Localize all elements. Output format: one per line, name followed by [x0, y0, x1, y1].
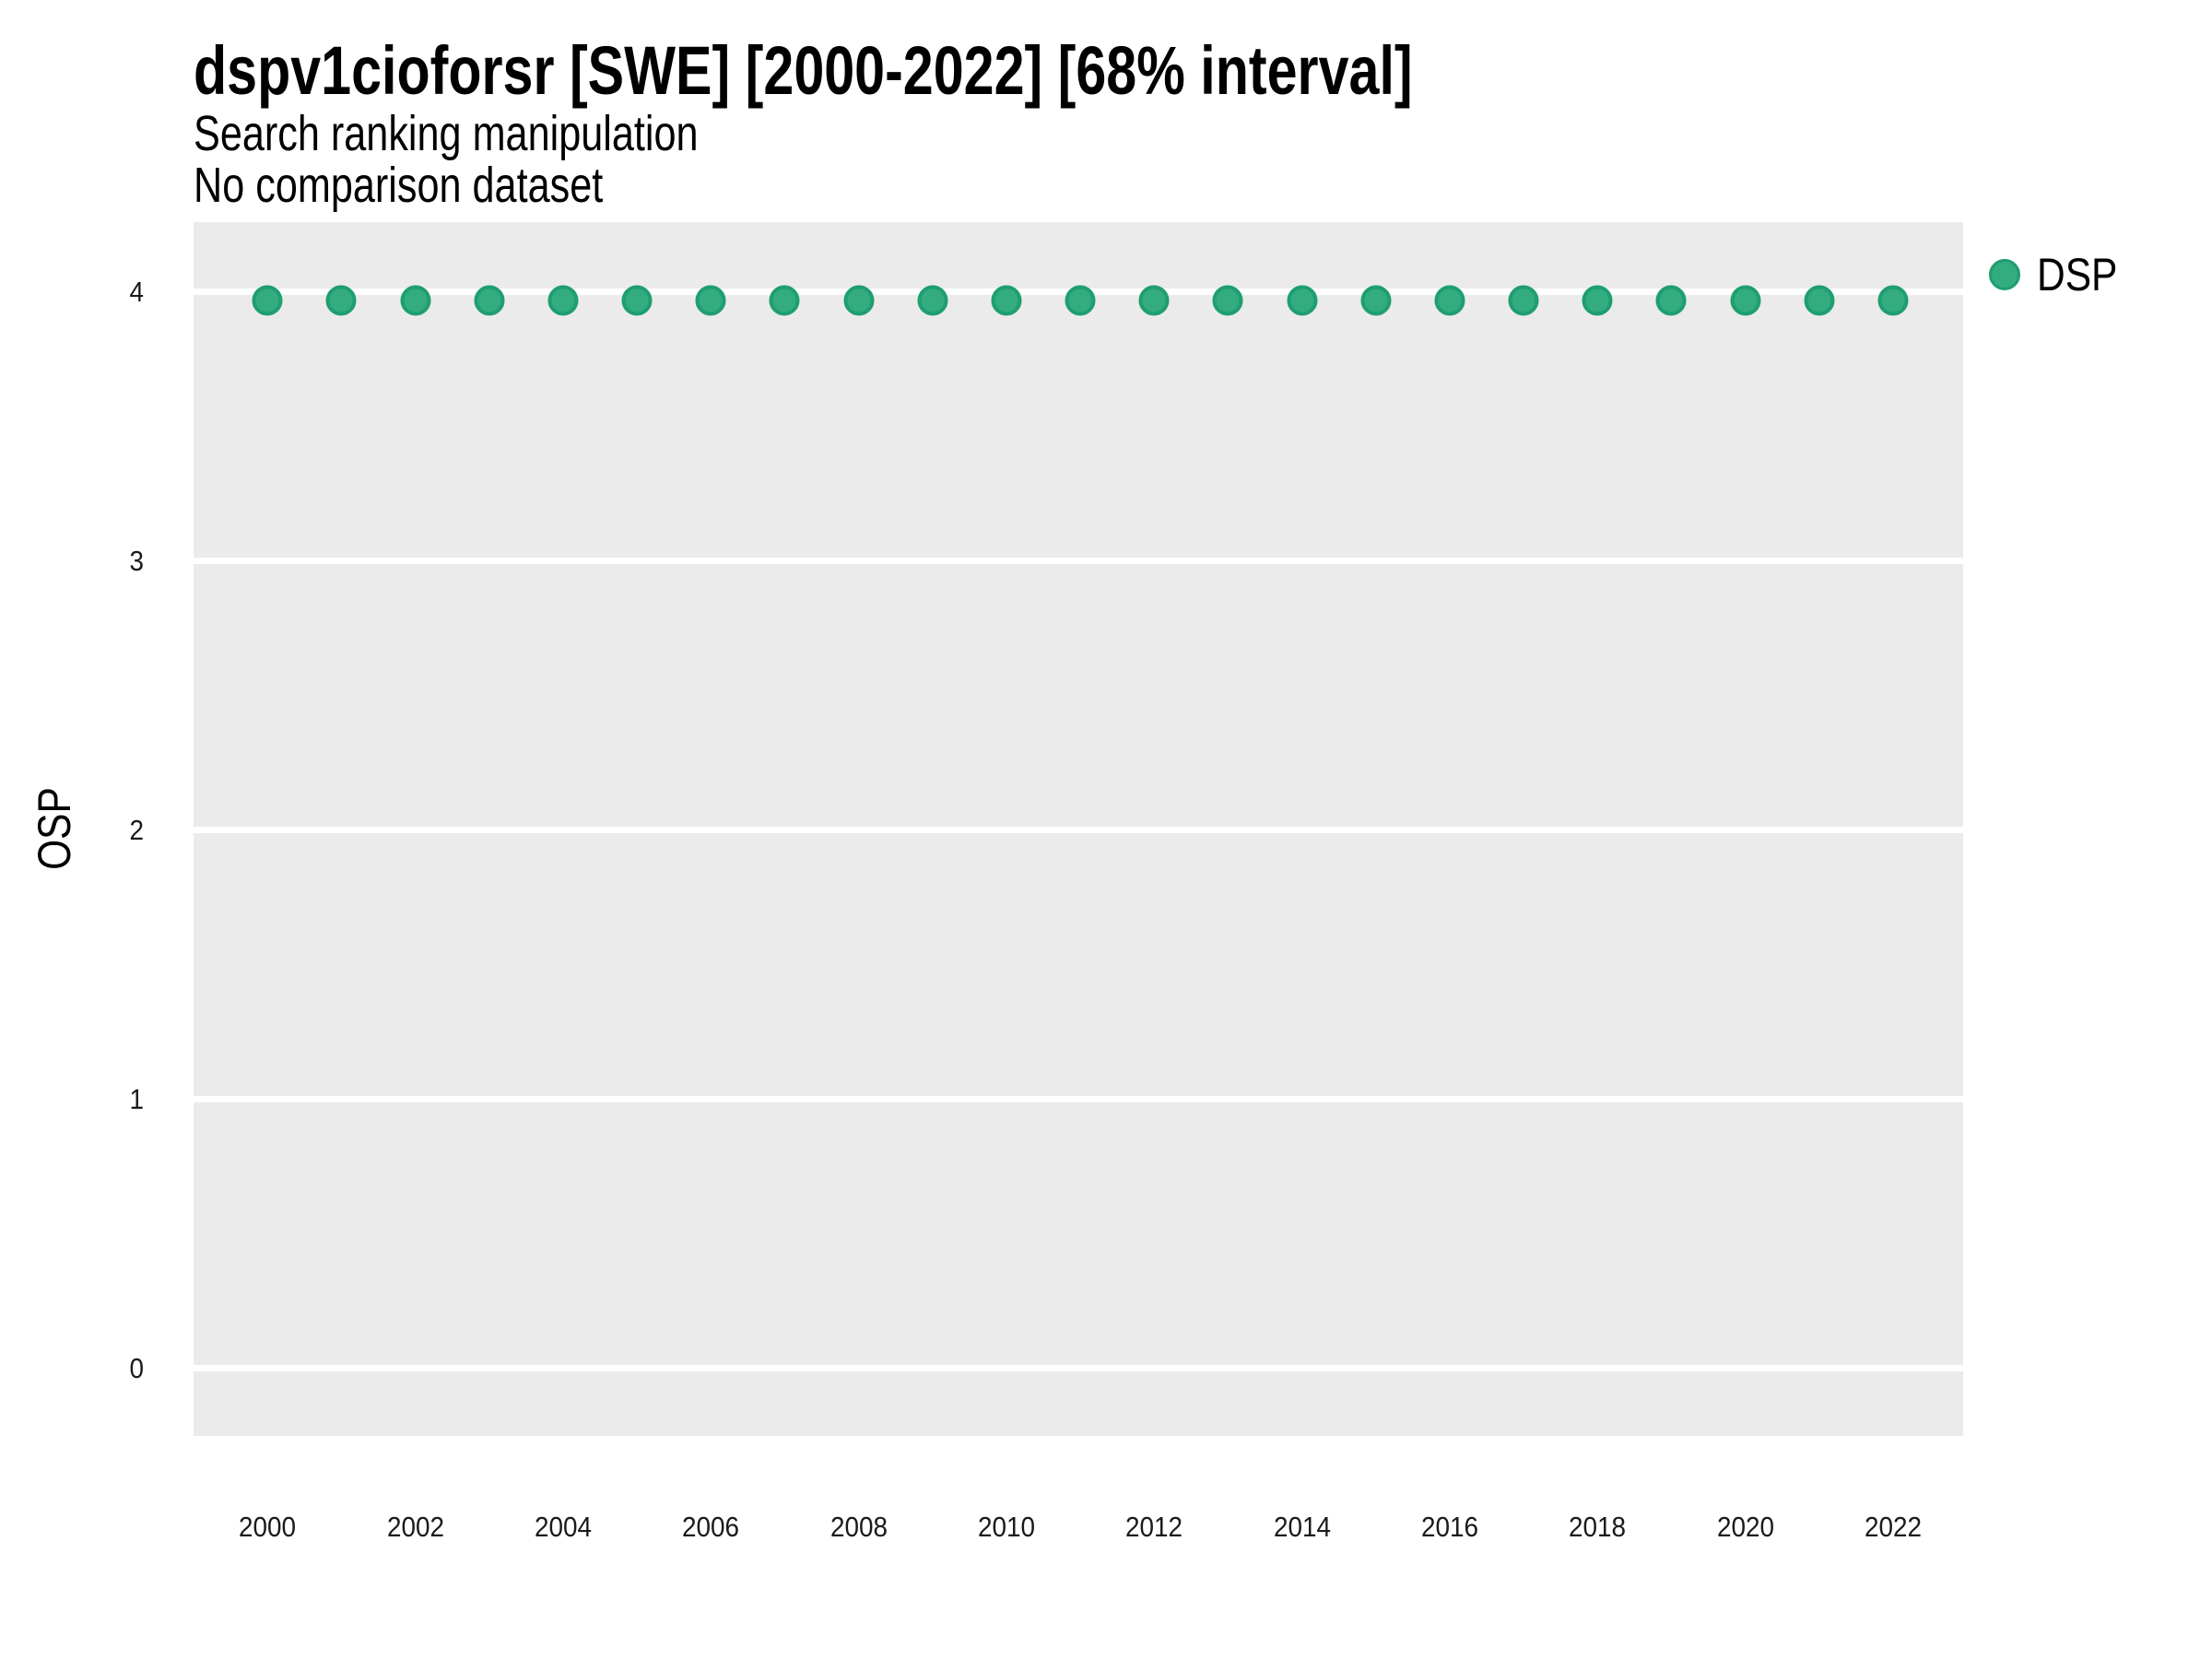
- x-tick-label-2010: 2010: [977, 1511, 1035, 1543]
- data-point-2005: [621, 285, 653, 316]
- chart-subtitle-line2: No comparison dataset: [194, 158, 604, 213]
- x-tick-label-2022: 2022: [1864, 1511, 1922, 1543]
- y-tick-label-2: 2: [129, 813, 144, 846]
- data-point-2022: [1877, 285, 1909, 316]
- data-point-2012: [1138, 285, 1170, 316]
- x-tick-label-2004: 2004: [534, 1511, 592, 1543]
- data-point-2019: [1655, 285, 1687, 316]
- x-tick-label-2020: 2020: [1716, 1511, 1774, 1543]
- chart-subtitle-line1: Search ranking manipulation: [194, 106, 699, 161]
- y-tick-label-1: 1: [129, 1082, 144, 1115]
- data-point-2008: [843, 285, 874, 316]
- data-point-2006: [695, 285, 726, 316]
- gridline-y-3: [194, 558, 1963, 565]
- x-tick-label-2018: 2018: [1569, 1511, 1627, 1543]
- x-tick-label-2014: 2014: [1273, 1511, 1331, 1543]
- data-point-2003: [474, 285, 505, 316]
- data-point-2020: [1730, 285, 1760, 316]
- y-tick-label-3: 3: [129, 544, 144, 577]
- data-point-2004: [547, 285, 579, 316]
- y-tick-label-0: 0: [129, 1351, 144, 1384]
- data-point-2018: [1582, 285, 1613, 316]
- data-point-2014: [1287, 285, 1317, 316]
- data-point-2017: [1508, 285, 1539, 316]
- gridline-y-1: [194, 1096, 1963, 1103]
- x-tick-label-2012: 2012: [1125, 1511, 1183, 1543]
- legend-circle-icon: [1989, 259, 2020, 290]
- legend-label: DSP: [2037, 249, 2118, 300]
- plot-area: [194, 222, 1963, 1436]
- x-tick-label-2002: 2002: [386, 1511, 444, 1543]
- data-point-2015: [1360, 285, 1392, 316]
- data-point-2007: [769, 285, 800, 316]
- legend: DSP: [1989, 251, 2132, 299]
- data-point-2011: [1065, 285, 1096, 316]
- data-point-2001: [325, 285, 357, 316]
- data-point-2013: [1212, 285, 1243, 316]
- x-tick-label-2016: 2016: [1420, 1511, 1478, 1543]
- data-point-2016: [1434, 285, 1465, 316]
- x-tick-label-2006: 2006: [682, 1511, 740, 1543]
- data-point-2010: [991, 285, 1022, 316]
- gridline-y-2: [194, 827, 1963, 834]
- y-tick-label-4: 4: [129, 275, 144, 308]
- data-point-2009: [917, 285, 948, 316]
- data-point-2021: [1804, 285, 1835, 316]
- data-point-2002: [400, 285, 430, 316]
- data-point-2000: [252, 285, 283, 316]
- gridline-y-0: [194, 1365, 1963, 1372]
- x-tick-label-2008: 2008: [830, 1511, 888, 1543]
- chart-title: dspv1cioforsr [SWE] [2000-2022] [68% int…: [194, 32, 1413, 109]
- x-tick-label-2000: 2000: [239, 1511, 297, 1543]
